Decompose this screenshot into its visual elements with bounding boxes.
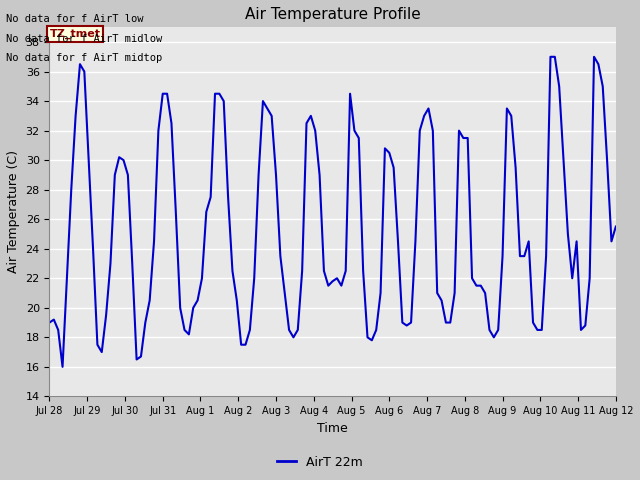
Text: No data for f AirT low: No data for f AirT low bbox=[6, 14, 144, 24]
Text: No data for f AirT midlow: No data for f AirT midlow bbox=[6, 34, 163, 44]
Text: No data for f AirT midtop: No data for f AirT midtop bbox=[6, 53, 163, 63]
Y-axis label: Air Temperature (C): Air Temperature (C) bbox=[7, 150, 20, 273]
Title: Air Temperature Profile: Air Temperature Profile bbox=[244, 7, 420, 22]
Text: TZ_tmet: TZ_tmet bbox=[49, 29, 100, 39]
X-axis label: Time: Time bbox=[317, 421, 348, 435]
Legend: AirT 22m: AirT 22m bbox=[272, 451, 368, 474]
